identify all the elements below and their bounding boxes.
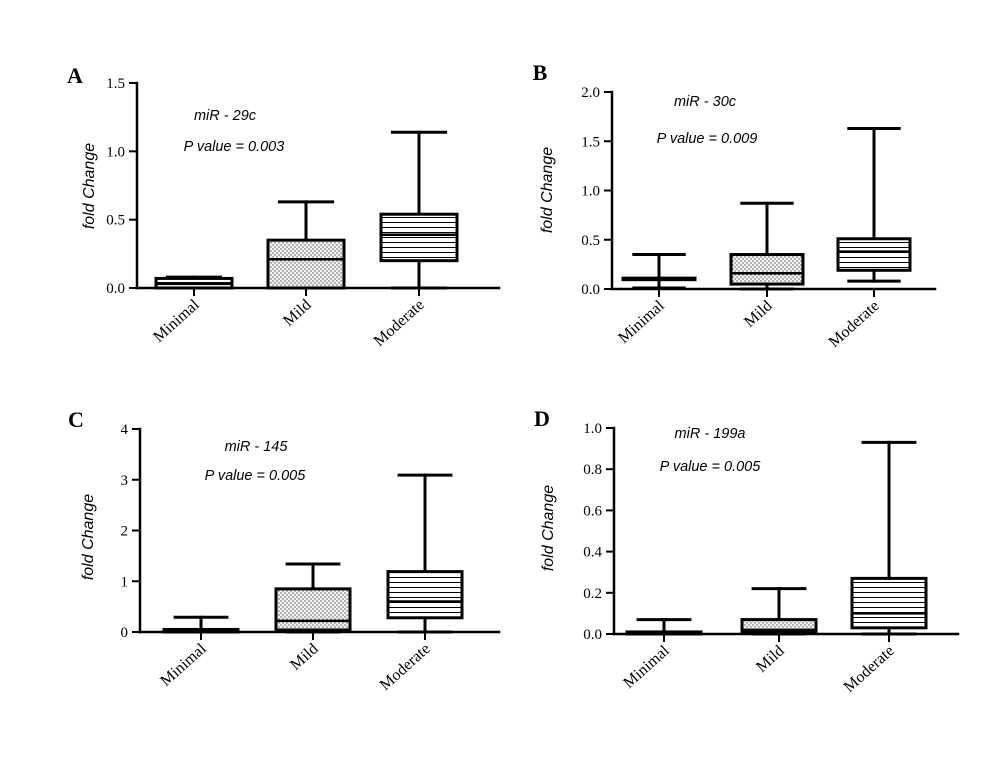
- y-tick-label: 1.0: [581, 184, 600, 200]
- y-tick-label: 1.0: [106, 144, 125, 160]
- box-plot-minimal: [621, 253, 697, 290]
- iqr-box: [850, 576, 928, 630]
- y-tick-label: 0: [121, 625, 129, 641]
- box-plot-minimal: [162, 615, 240, 634]
- y-tick-label: 0.6: [583, 503, 602, 519]
- y-axis-label: fold Change: [540, 485, 557, 571]
- y-tick-label: 0.2: [583, 586, 602, 602]
- chart-title: miR - 145: [225, 439, 289, 455]
- panel-label: C: [68, 407, 84, 432]
- iqr-box: [266, 238, 346, 290]
- p-value-annotation: P value = 0.003: [184, 139, 285, 155]
- y-tick-label: 3: [121, 473, 129, 489]
- y-axis-label: fold Change: [539, 147, 556, 233]
- panel-label: B: [533, 60, 548, 85]
- y-tick-label: 0.0: [581, 282, 600, 298]
- chart-title: miR - 29c: [194, 108, 257, 124]
- panel-label: D: [534, 406, 550, 431]
- box-plot-mild: [740, 587, 818, 636]
- y-tick-label: 0.5: [581, 233, 600, 249]
- y-tick-label: 0.8: [583, 462, 602, 478]
- y-tick-label: 1.5: [581, 134, 600, 150]
- y-tick-label: 1: [121, 574, 129, 590]
- iqr-box: [379, 212, 459, 263]
- y-tick-label: 0.5: [106, 213, 125, 229]
- box-plot-moderate: [386, 473, 464, 634]
- p-value-annotation: P value = 0.005: [660, 459, 762, 475]
- chart-title: miR - 199a: [675, 426, 746, 442]
- p-value-annotation: P value = 0.005: [205, 468, 307, 484]
- y-axis-label: fold Change: [81, 143, 98, 229]
- iqr-box: [729, 253, 805, 286]
- y-tick-label: 0.0: [106, 281, 125, 297]
- iqr-box: [836, 237, 912, 272]
- box-plot-moderate: [379, 130, 459, 290]
- iqr-box: [386, 570, 464, 620]
- y-tick-label: 4: [121, 422, 129, 438]
- box-plot-minimal: [154, 275, 234, 290]
- box-plot-mild: [729, 201, 805, 291]
- p-value-annotation: P value = 0.009: [657, 131, 758, 147]
- box-plot-mild: [274, 562, 352, 634]
- y-tick-label: 0.0: [583, 627, 602, 643]
- box-plot-moderate: [836, 126, 912, 283]
- panel-label: A: [67, 63, 83, 88]
- y-tick-label: 0.4: [583, 545, 602, 561]
- box-plot-moderate: [850, 440, 928, 636]
- chart-title: miR - 30c: [674, 94, 737, 110]
- iqr-box: [274, 587, 352, 632]
- y-tick-label: 2: [121, 524, 129, 540]
- box-plot-mild: [266, 200, 346, 290]
- box-plot-minimal: [625, 618, 703, 636]
- y-tick-label: 2.0: [581, 85, 600, 101]
- y-tick-label: 1.5: [106, 76, 125, 92]
- y-tick-label: 1.0: [583, 421, 602, 437]
- y-axis-label: fold Change: [80, 494, 97, 580]
